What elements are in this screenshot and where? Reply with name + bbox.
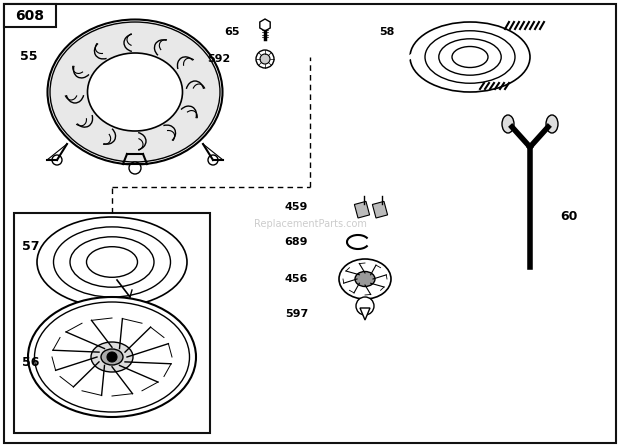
Ellipse shape xyxy=(87,53,182,131)
Ellipse shape xyxy=(91,342,133,372)
Polygon shape xyxy=(360,308,370,320)
Ellipse shape xyxy=(48,20,223,164)
Ellipse shape xyxy=(502,115,514,133)
Text: 57: 57 xyxy=(22,240,40,253)
Circle shape xyxy=(208,155,218,165)
Circle shape xyxy=(260,54,270,64)
Text: ReplacementParts.com: ReplacementParts.com xyxy=(254,219,366,229)
Ellipse shape xyxy=(28,297,196,417)
Text: 65: 65 xyxy=(224,27,240,37)
Circle shape xyxy=(256,50,274,68)
Text: 459: 459 xyxy=(285,202,308,212)
Ellipse shape xyxy=(35,302,190,412)
Ellipse shape xyxy=(101,349,123,365)
Text: 608: 608 xyxy=(16,9,45,23)
Text: 55: 55 xyxy=(20,51,37,63)
Circle shape xyxy=(52,155,62,165)
Text: 597: 597 xyxy=(285,309,308,319)
Bar xyxy=(355,201,370,218)
Ellipse shape xyxy=(355,271,375,287)
Ellipse shape xyxy=(50,22,220,162)
Circle shape xyxy=(107,352,117,362)
Text: 592: 592 xyxy=(206,54,230,64)
Ellipse shape xyxy=(546,115,558,133)
Text: 56: 56 xyxy=(22,355,40,368)
Text: 689: 689 xyxy=(285,237,308,247)
Text: 456: 456 xyxy=(285,274,308,284)
Circle shape xyxy=(129,162,141,174)
Bar xyxy=(4,4,56,27)
Bar xyxy=(14,213,210,433)
Text: 58: 58 xyxy=(379,27,395,37)
Ellipse shape xyxy=(339,259,391,299)
Text: 60: 60 xyxy=(560,211,577,224)
Bar xyxy=(373,201,388,218)
Circle shape xyxy=(356,297,374,315)
